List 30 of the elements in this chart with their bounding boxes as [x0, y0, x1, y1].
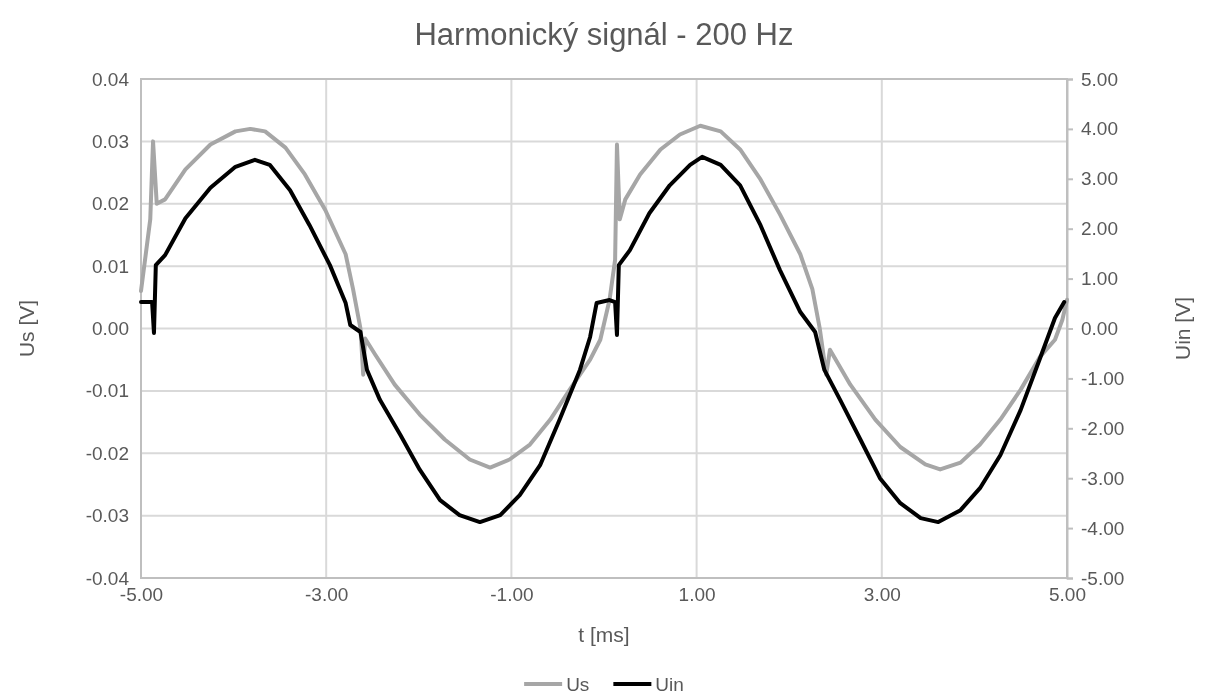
y2-tick-label: -1.00	[1081, 367, 1125, 389]
y2-tick-label: -2.00	[1081, 417, 1125, 439]
y2-tick-label: 4.00	[1081, 118, 1118, 140]
y2-tick-label: 2.00	[1081, 218, 1118, 240]
y-tick-label: 0.03	[92, 130, 129, 152]
x-tick-label: -1.00	[490, 584, 534, 606]
line-series	[139, 123, 1069, 472]
y2-tick-label: 5.00	[1081, 68, 1118, 90]
y-tick-label: -0.02	[85, 442, 129, 464]
y-tick-label: 0.00	[92, 318, 129, 340]
legend-label: Uin	[655, 674, 684, 695]
line-series	[139, 154, 1067, 525]
x-tick-label: 1.00	[678, 584, 716, 606]
x-tick-label: -3.00	[305, 584, 349, 606]
y-tick-label: -0.01	[85, 380, 129, 402]
y-tick-label: 0.04	[92, 68, 130, 90]
y2-tick-label: 1.00	[1081, 268, 1118, 290]
x-tick-label: 3.00	[863, 584, 901, 606]
y-tick-label: 0.02	[92, 193, 129, 215]
y-tick-label: 0.01	[92, 255, 129, 277]
y-axis-title: Us [V]	[15, 299, 38, 358]
y2-tick-label: 0.00	[1081, 318, 1118, 340]
y2-tick-label: -3.00	[1081, 467, 1125, 489]
y2-tick-label: -4.00	[1081, 517, 1125, 539]
y2-tick-label: 3.00	[1081, 168, 1118, 190]
legend-label: Us	[566, 674, 590, 695]
x-axis-title: t [ms]	[578, 623, 630, 646]
y2-axis-title: Uin [V]	[1171, 296, 1194, 361]
chart-title: Harmonický signál - 200 Hz	[414, 17, 794, 52]
y-tick-label: -0.03	[85, 505, 129, 527]
